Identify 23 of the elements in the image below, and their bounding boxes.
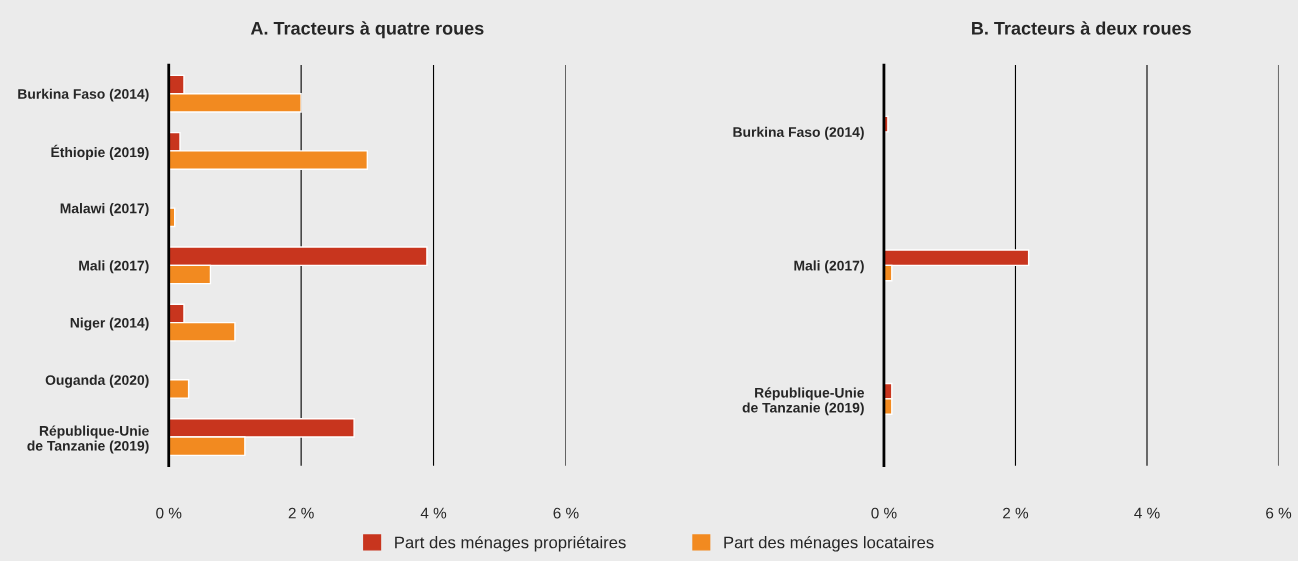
x-tick-label: 0 %	[156, 507, 182, 519]
legend-label: Part des ménages propriétaires	[395, 535, 626, 552]
y-tick-label: République-Unie de Tanzanie (2019)	[742, 387, 865, 416]
x-tick-label: 6 %	[553, 507, 579, 519]
y-tick-label: Éthiopie (2019)	[51, 144, 149, 160]
y-tick-label: Burkina Faso (2014)	[18, 88, 149, 102]
x-tick-label: 6 %	[1266, 507, 1292, 519]
x-tick-label: 4 %	[420, 507, 447, 519]
y-tick-label: Mali (2017)	[794, 260, 864, 274]
x-tick-label: 0 %	[871, 507, 897, 519]
y-tick-label: République-Unie de Tanzanie (2019)	[27, 425, 149, 454]
y-tick-label: Ouganda (2020)	[45, 374, 149, 388]
x-tick-label: 2 %	[288, 507, 314, 519]
y-tick-label: Burkina Faso (2014)	[733, 126, 864, 140]
x-tick-label: 2 %	[1003, 507, 1029, 519]
x-tick-label: 4 %	[1134, 507, 1160, 519]
bar	[168, 379, 190, 399]
y-tick-label: Niger (2014)	[70, 317, 149, 331]
chart-title: A. Tracteurs à quatre roues	[250, 21, 484, 39]
y-tick-label: Malawi (2017)	[60, 203, 149, 217]
y-tick-label: Mali (2017)	[79, 260, 149, 274]
legend-label: Part des ménages locataires	[724, 535, 934, 552]
chart-title: B. Tracteurs à deux roues	[972, 21, 1191, 35]
